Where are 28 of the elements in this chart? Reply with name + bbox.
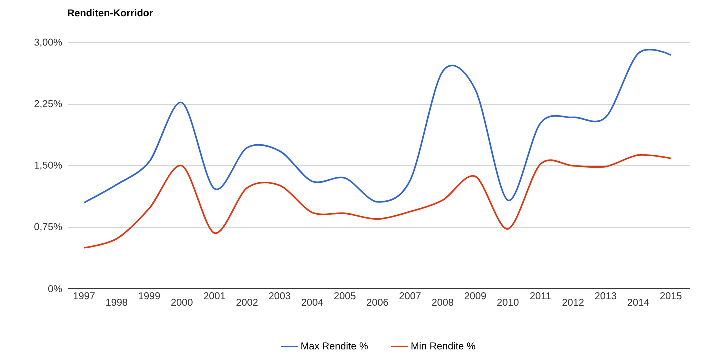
x-tick-label: 2010	[498, 299, 519, 306]
x-tick-label: 1999	[139, 292, 160, 300]
legend-label: Min Rendite %	[412, 342, 476, 350]
y-tick-label: 3,00%	[34, 38, 62, 48]
y-tick-label: 1,50%	[35, 162, 62, 170]
line-series	[84, 154, 672, 249]
x-tick-label: 2001	[204, 292, 226, 300]
x-tick-label: 2008	[432, 299, 454, 306]
y-tick-label: 0,75%	[34, 223, 62, 232]
x-tick-label: 2012	[562, 299, 584, 306]
legend-label: Max Rendite %	[302, 342, 368, 350]
x-tick-label: 2014	[628, 299, 650, 306]
x-tick-label: 2000	[172, 299, 193, 306]
x-tick-label: 2015	[660, 292, 682, 300]
x-tick-label: 2005	[334, 292, 356, 300]
x-tick-label: 2004	[302, 299, 324, 306]
x-tick-label: 2002	[236, 299, 258, 306]
y-tick-label: 2,25%	[34, 100, 62, 109]
x-tick-label: 2011	[530, 292, 551, 300]
chart-title: Renditen-Korridor	[68, 9, 154, 17]
y-tick-label: 0%	[48, 285, 62, 293]
x-tick-label: 1997	[74, 292, 95, 300]
x-tick-label: 2003	[269, 292, 291, 300]
x-tick-label: 2013	[595, 292, 617, 300]
x-tick-label: 1998	[106, 299, 128, 306]
x-tick-label: 2007	[400, 292, 421, 300]
x-tick-label: 2009	[464, 292, 486, 300]
x-tick-label: 2006	[367, 299, 388, 306]
